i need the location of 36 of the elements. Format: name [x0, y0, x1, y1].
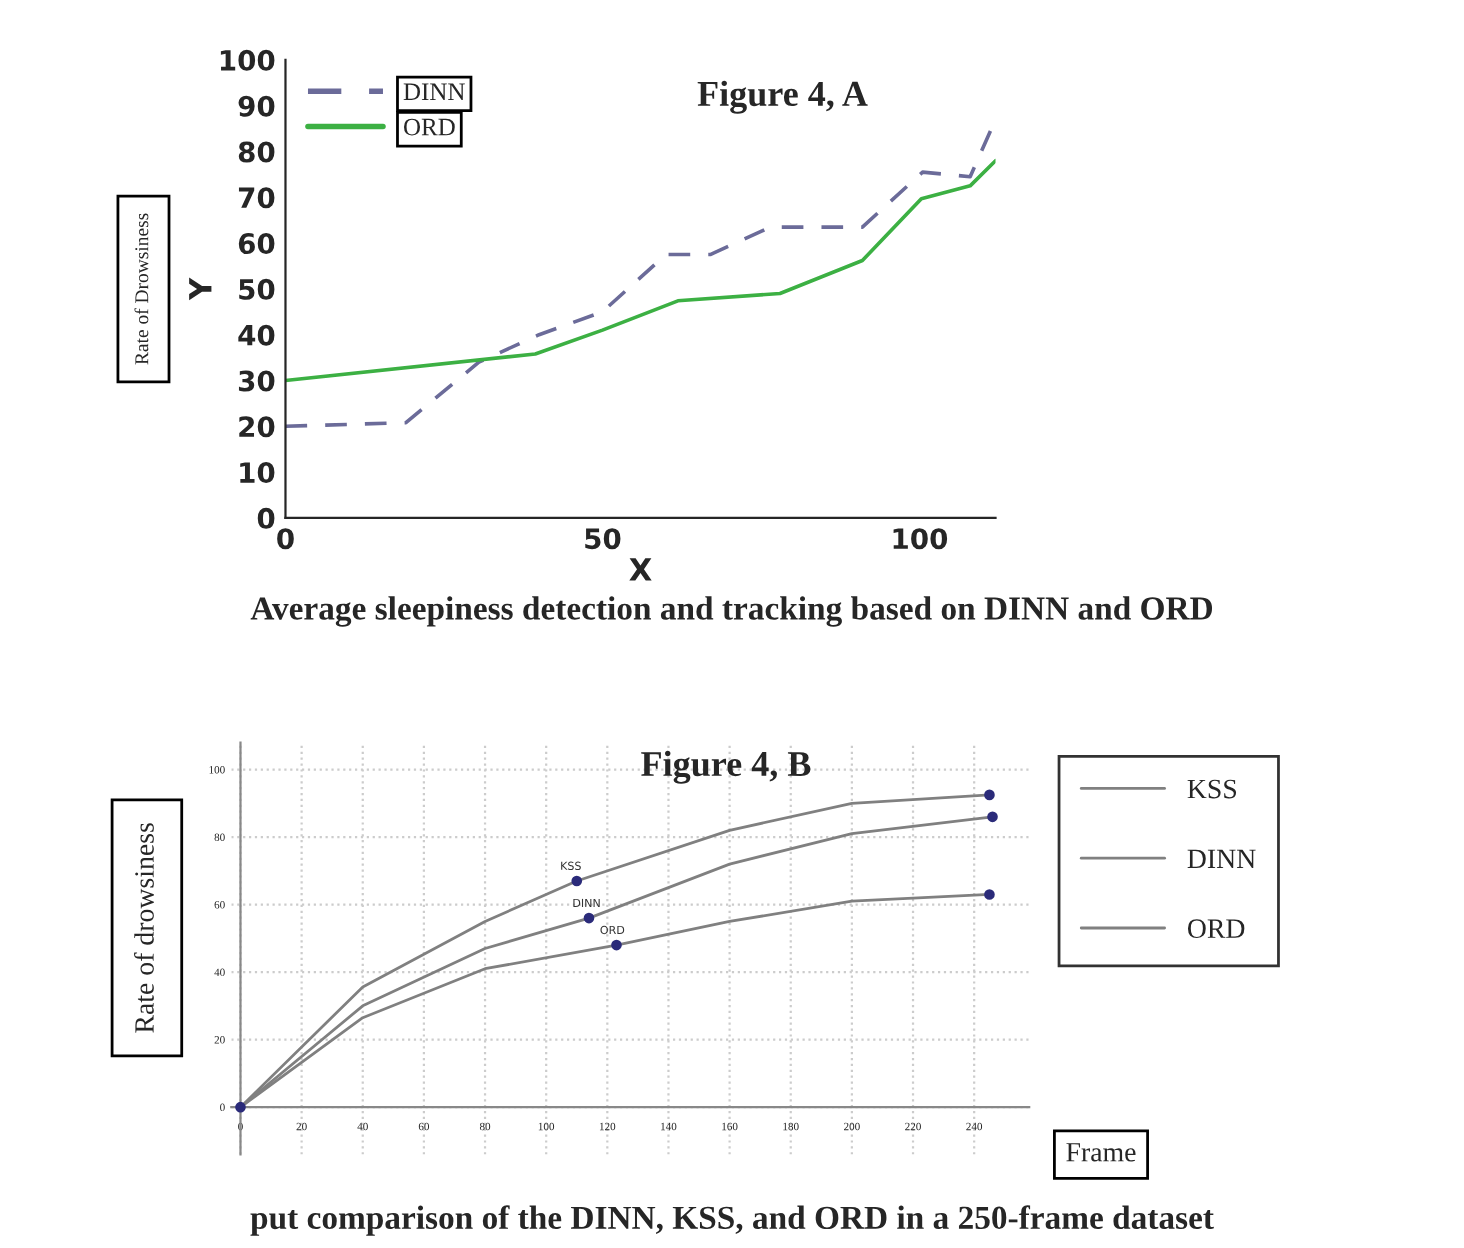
point: [984, 889, 995, 900]
y-tick-label: 50: [239, 278, 275, 300]
legend-label: DINN: [403, 83, 465, 100]
x-axis-title: X: [629, 558, 652, 581]
x-tick-label: 0: [277, 528, 294, 550]
y-tick-label: 100: [220, 49, 275, 71]
y-tick-label: 10: [240, 462, 275, 484]
y-axis-title: Rate of drowsiness: [134, 823, 154, 1033]
y-tick-label: 20: [239, 416, 275, 438]
y-tick-label: 90: [238, 95, 275, 117]
line-series: [285, 158, 996, 383]
point: [611, 939, 622, 951]
legend-label: KSS: [1187, 779, 1237, 799]
legend-label: ORD: [404, 118, 455, 136]
point: [583, 912, 595, 924]
point: [984, 789, 995, 801]
y-tick-label: 40: [238, 324, 275, 346]
point: [235, 1101, 246, 1113]
y-tick-label: 0: [257, 507, 275, 529]
x-tick-label: 100: [893, 528, 948, 550]
chart-title: Figure 4, B: [641, 750, 811, 784]
y-axis-title: Y: [189, 277, 212, 301]
legend-label: DINN: [1187, 849, 1256, 868]
point: [987, 811, 998, 823]
x-axis-title: Frame: [1066, 1143, 1136, 1162]
legend-label: ORD: [1187, 919, 1245, 938]
text: Figure 4, A: [697, 80, 868, 114]
text: Rate of Drowsiness: [134, 213, 149, 365]
y-tick-label: 30: [238, 370, 275, 392]
x-tick-label: 50: [585, 528, 621, 550]
y-tick-label: 80: [238, 141, 275, 163]
y-tick-label: 60: [238, 233, 275, 255]
point: [571, 875, 583, 887]
y-tick-label: 70: [238, 187, 275, 209]
text: Average sleepiness detection and tracking based on DINN and ORD: [250, 596, 1213, 627]
text: put comparison of the DINN, KSS, and ORD in a 250-frame dataset: [250, 1205, 1214, 1236]
